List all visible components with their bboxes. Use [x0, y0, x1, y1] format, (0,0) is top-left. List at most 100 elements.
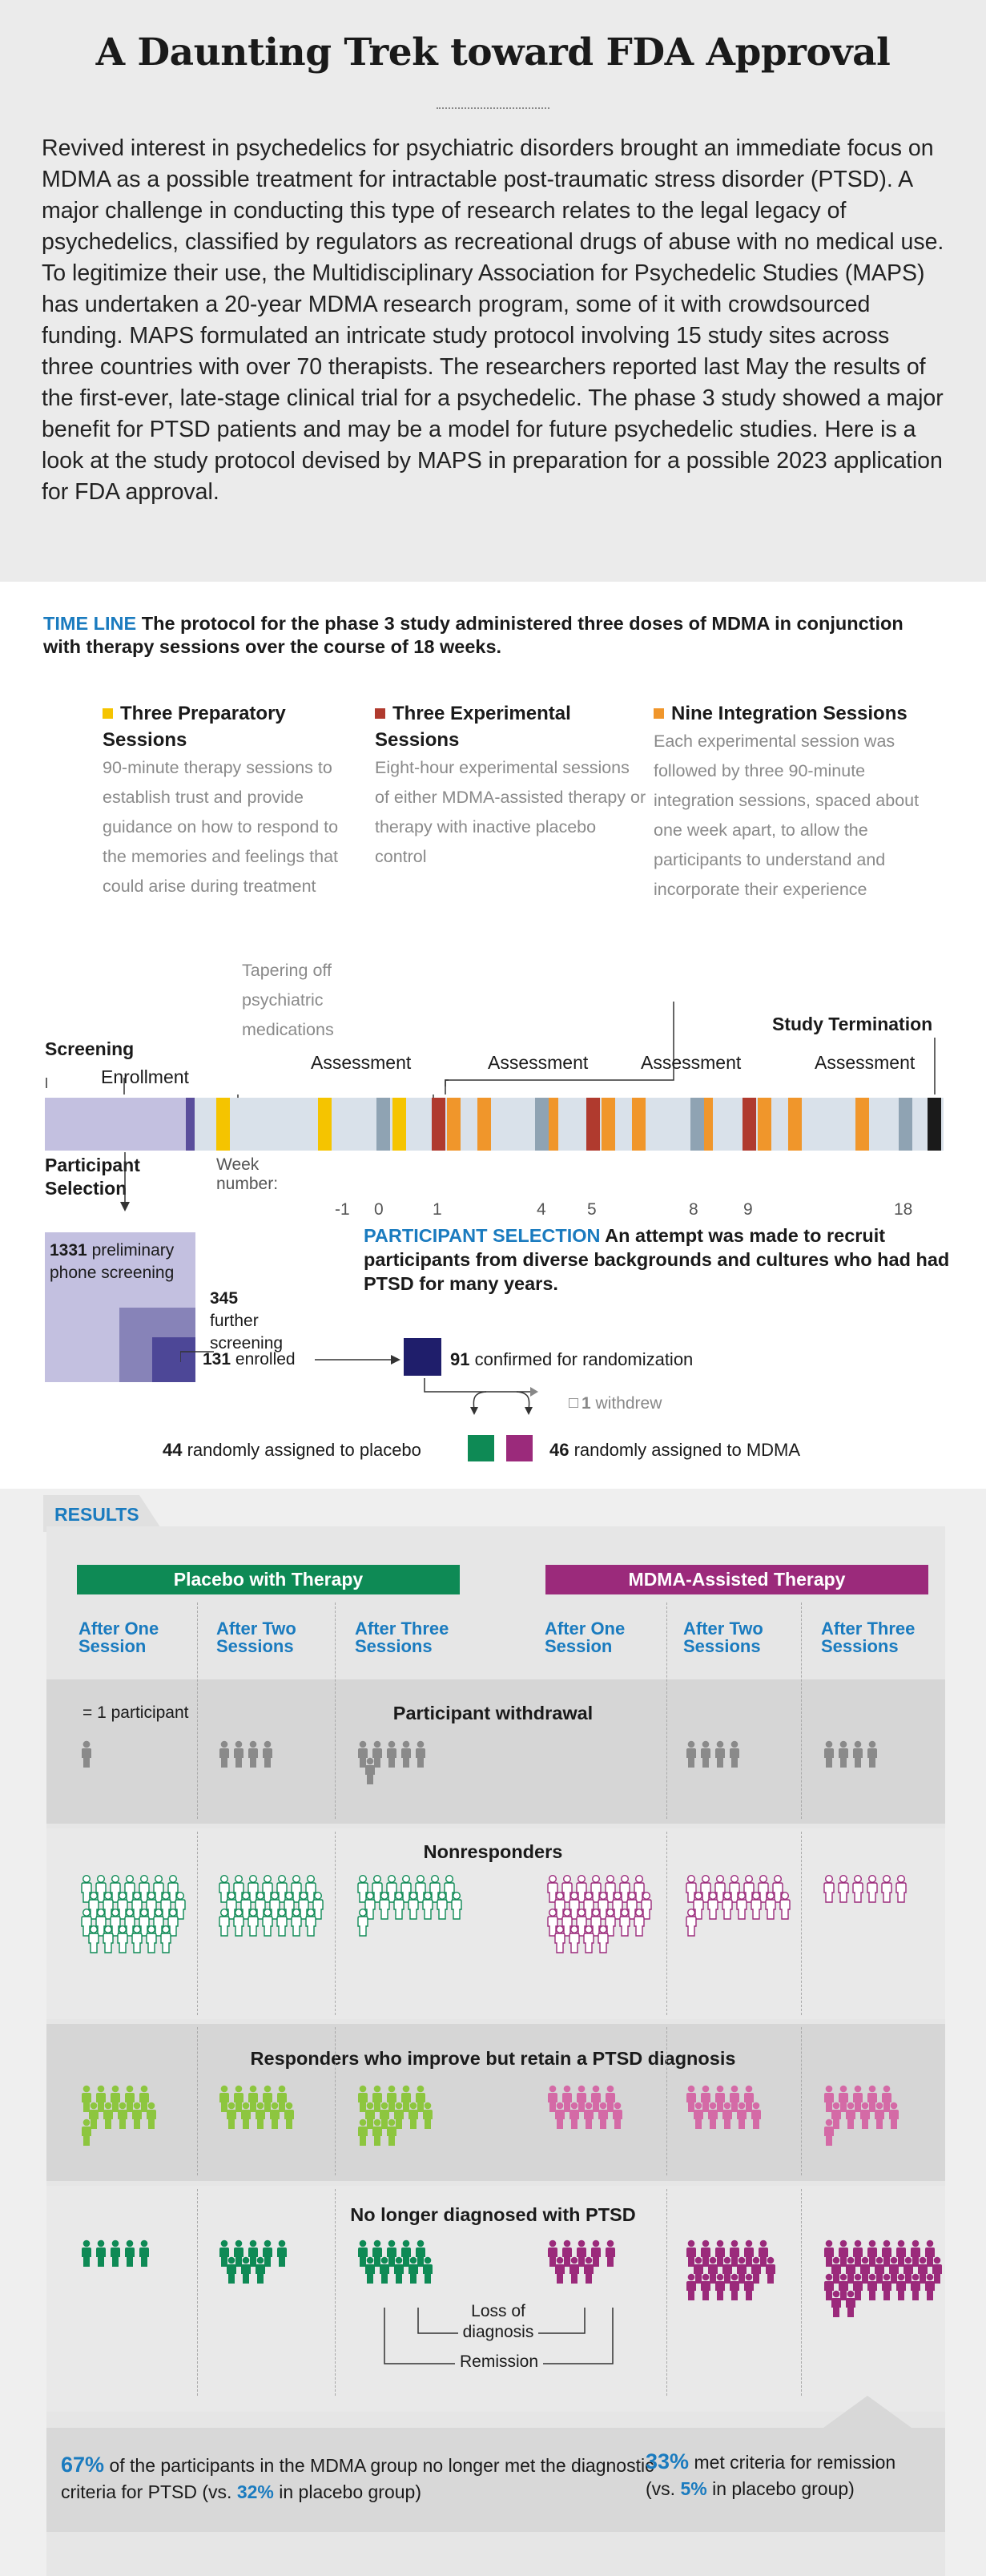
nonresponder-icon [291, 1875, 302, 1903]
no-longer-diagnosed-icon [234, 2239, 243, 2267]
responder-icon [416, 2085, 425, 2112]
week-label: -1 [335, 1200, 350, 1219]
withdrawal-band [46, 1679, 945, 1824]
mdma-session-1: After One Session [545, 1619, 626, 1656]
assessment-label-1: Assessment [311, 1052, 412, 1073]
selection-heading: PARTICIPANT SELECTION An attempt was mad… [364, 1223, 956, 1296]
responder-icon [555, 2102, 565, 2129]
week-label: 1 [433, 1200, 442, 1219]
nonresponder-icon [823, 1875, 835, 1903]
no-longer-diagnosed-icon [831, 2290, 841, 2317]
responder-icon [722, 2102, 732, 2129]
responder-icon [372, 2118, 382, 2146]
no-longer-diagnosed-icon [96, 2239, 106, 2267]
nonresponder-icon [751, 1892, 762, 1920]
nonresponder-icon [838, 1875, 849, 1903]
mdma-group-header: MDMA-Assisted Therapy [545, 1565, 928, 1594]
nonresponder-icon [81, 1875, 92, 1903]
mdma-session-2: After Two Sessions [683, 1619, 763, 1656]
nonresponder-icon [110, 1909, 121, 1937]
responder-icon [82, 2085, 91, 2112]
no-longer-diagnosed-icon [569, 2256, 579, 2284]
nonresponder-icon [569, 1892, 580, 1920]
phone-screening-text: 1331 preliminary phone screening [50, 1241, 175, 1282]
column-divider [335, 2189, 336, 2396]
responder-icon [860, 2102, 870, 2129]
assessment-label-2: Assessment [488, 1052, 589, 1073]
nonresponder-icon [219, 1909, 230, 1937]
no-longer-diagnosed-icon [606, 2239, 615, 2267]
responder-icon [387, 2085, 396, 2112]
nonresponder-icon [779, 1892, 791, 1920]
no-longer-diagnosed-icon [555, 2256, 565, 2284]
preparatory-session [318, 1098, 332, 1151]
no-longer-diagnosed-icon [918, 2256, 928, 2284]
week-label: 9 [743, 1200, 753, 1219]
nonresponder-icon [167, 1909, 179, 1937]
nonresponder-icon [598, 1925, 609, 1953]
withdrawn-participant-icon [715, 1740, 725, 1768]
enrollment-label: Enrollment [101, 1066, 189, 1087]
column-divider [335, 1832, 336, 2015]
no-longer-diagnosed-icon [562, 2239, 572, 2267]
assessment-marker [376, 1098, 390, 1151]
no-longer-diagnosed-icon [911, 2273, 920, 2300]
termination-marker [928, 1098, 941, 1151]
column-divider [801, 1602, 802, 1819]
timeline-heading-text: The protocol for the phase 3 study admin… [43, 613, 903, 657]
nonresponder-icon [312, 1892, 324, 1920]
no-longer-diagnosed-icon [846, 2256, 855, 2284]
assessment-label-3: Assessment [641, 1052, 742, 1073]
nonresponder-icon [248, 1909, 259, 1937]
legend-participant-icon [82, 1740, 91, 1768]
responder-icon [270, 2102, 280, 2129]
withdrawn-participant-icon [234, 1740, 243, 1768]
further-connector [180, 1351, 214, 1362]
nonresponder-icon [262, 1909, 273, 1937]
nonresponder-icon [305, 1909, 316, 1937]
responder-icon [715, 2085, 725, 2112]
withdrawn-participant-icon [686, 1740, 696, 1768]
preparatory-title: Three Preparatory Sessions [103, 703, 286, 751]
assessment-marker [535, 1098, 549, 1151]
study-termination-label: Study Termination [772, 1014, 933, 1034]
responder-icon [562, 2085, 572, 2112]
withdrawn-participant-icon [358, 1740, 368, 1768]
nonresponder-icon [131, 1925, 143, 1953]
nonresponder-icon [590, 1909, 602, 1937]
responder-icon [591, 2085, 601, 2112]
no-longer-diagnosed-icon [277, 2239, 287, 2267]
nonresponder-icon [693, 1892, 704, 1920]
integration-session [602, 1098, 615, 1151]
responder-icon [132, 2102, 142, 2129]
no-longer-diagnosed-icon [401, 2239, 411, 2267]
no-longer-diagnosed-icon [387, 2239, 396, 2267]
responder-icon [584, 2102, 594, 2129]
no-longer-diagnosed-icon [715, 2239, 725, 2267]
nonresponder-icon [729, 1875, 740, 1903]
responder-icon [234, 2085, 243, 2112]
responder-icon [394, 2102, 404, 2129]
nonresponder-icon [619, 1909, 630, 1937]
nonresponder-icon [117, 1925, 128, 1953]
withdrawn-participant-icon [839, 1740, 848, 1768]
responder-icon [824, 2085, 834, 2112]
responder-icon [744, 2085, 754, 2112]
experimental-session [586, 1098, 600, 1151]
nonresponder-icon [852, 1875, 863, 1903]
no-longer-diagnosed-icon [903, 2256, 913, 2284]
no-longer-diagnosed-icon [860, 2256, 870, 2284]
nonresponder-icon [772, 1875, 783, 1903]
nonresponder-icon [641, 1892, 652, 1920]
no-longer-diagnosed-icon [408, 2256, 418, 2284]
responder-icon [256, 2102, 265, 2129]
enrolled-text: 131 enrolled [203, 1350, 296, 1369]
responder-icon [751, 2102, 761, 2129]
enrolled-box [152, 1337, 195, 1382]
withdrawn-participant-icon [365, 1757, 375, 1784]
no-longer-diagnosed-icon [932, 2256, 942, 2284]
nonresponder-icon [269, 1892, 280, 1920]
no-longer-diagnosed-icon [722, 2256, 732, 2284]
nonresponder-icon [291, 1909, 302, 1937]
no-longer-diagnosed-icon [584, 2256, 594, 2284]
